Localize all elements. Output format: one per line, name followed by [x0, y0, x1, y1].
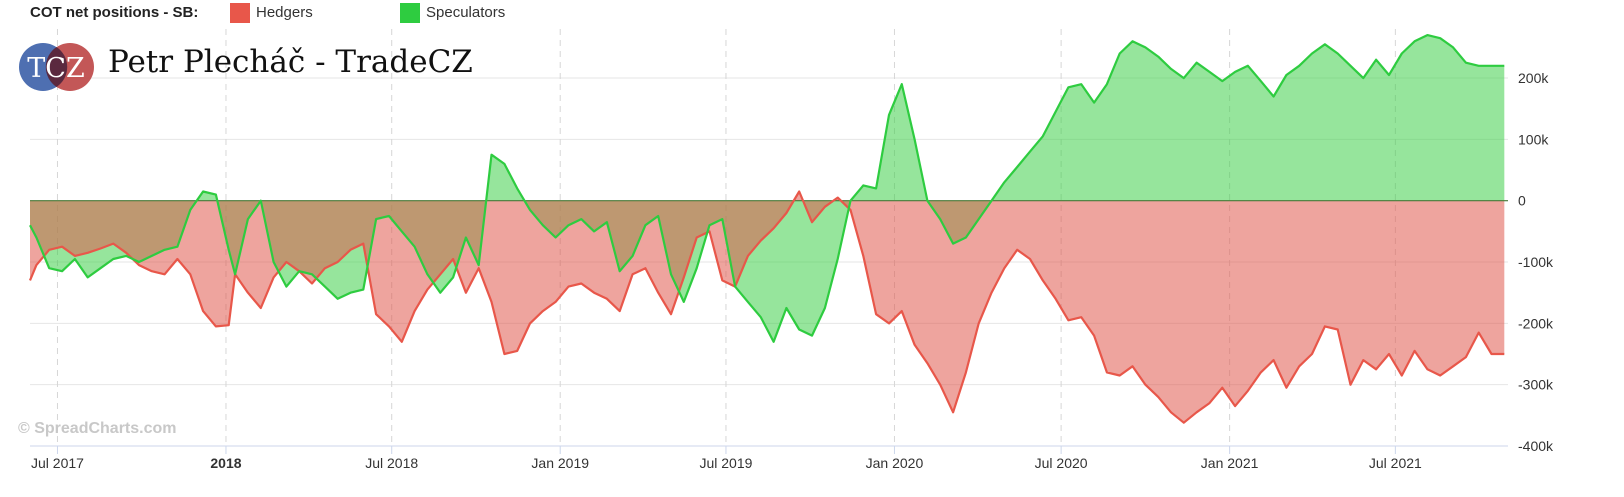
series-line-hedgers	[28, 190, 1505, 424]
legend-title: COT net positions - SB:	[30, 4, 199, 21]
x-tick-label: 2018	[210, 455, 241, 471]
logo-text: Petr Plecháč - TradeCZ	[108, 44, 473, 80]
area-hedgers	[30, 191, 1505, 423]
x-tick-label: Jul 2020	[1035, 455, 1088, 471]
area-speculators	[30, 35, 1505, 342]
logo-initials: TCZ	[27, 53, 84, 84]
y-tick-label: 100k	[1518, 131, 1549, 147]
legend-swatch-hedgers	[230, 3, 250, 23]
tradecz-logo: TCZ Petr Plecháč - TradeCZ	[16, 40, 473, 94]
watermark: © SpreadCharts.com	[18, 420, 177, 437]
y-tick-label: -400k	[1518, 438, 1554, 454]
x-tick-label: Jul 2017	[31, 455, 84, 471]
tcz-logo-icon: TCZ	[19, 43, 94, 91]
legend-swatch-speculators	[400, 3, 420, 23]
x-tick-label: Jul 2018	[365, 455, 418, 471]
x-tick-label: Jan 2020	[866, 455, 924, 471]
y-tick-label: 200k	[1518, 70, 1549, 86]
legend-label-speculators: Speculators	[426, 4, 506, 21]
x-tick-label: Jul 2019	[699, 455, 752, 471]
series-line-speculators	[29, 34, 1505, 343]
y-tick-label: -300k	[1518, 377, 1554, 393]
x-tick-label: Jan 2021	[1201, 455, 1259, 471]
chart-legend: COT net positions - SB: Hedgers Speculat…	[0, 0, 1624, 26]
y-tick-label: -200k	[1518, 315, 1554, 331]
x-tick-label: Jan 2019	[531, 455, 589, 471]
x-tick-label: Jul 2021	[1369, 455, 1422, 471]
legend-label-hedgers: Hedgers	[256, 4, 313, 21]
y-tick-label: -100k	[1518, 254, 1554, 270]
y-tick-label: 0	[1518, 193, 1526, 209]
